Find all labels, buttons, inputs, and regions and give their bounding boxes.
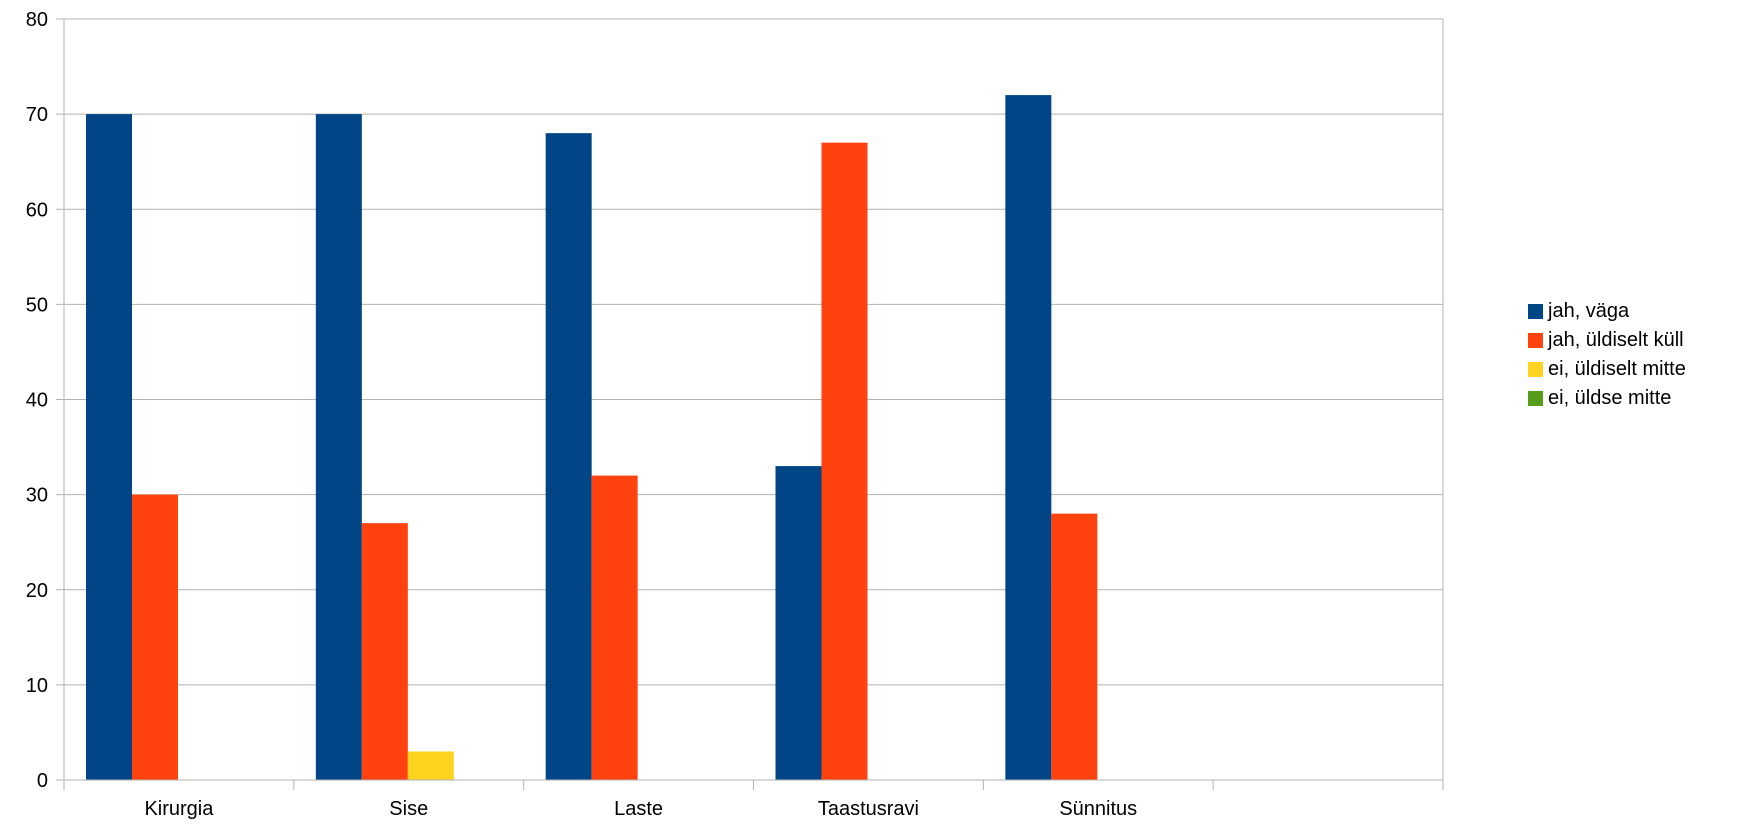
legend-item: jah, üldiselt küll xyxy=(1528,326,1686,355)
gridlines xyxy=(56,18,1443,781)
bar xyxy=(407,751,454,780)
bar xyxy=(591,475,638,780)
y-tick-label: 10 xyxy=(26,675,48,697)
legend-item: ei, üldiselt mitte xyxy=(1528,355,1686,384)
y-tick-label: 70 xyxy=(26,104,48,126)
bar xyxy=(821,142,868,781)
y-tick-label: 80 xyxy=(26,9,48,31)
y-tick-label: 40 xyxy=(26,390,48,412)
y-axis-tick-labels: 0 10 20 30 40 50 60 70 80 xyxy=(26,9,48,792)
legend: jah, väga jah, üldiselt küll ei, üldisel… xyxy=(1528,297,1686,413)
y-tick-label: 60 xyxy=(26,199,48,221)
legend-label: jah, väga xyxy=(1548,300,1630,322)
bar xyxy=(1005,95,1052,781)
bar xyxy=(132,494,178,780)
legend-label: jah, üldiselt küll xyxy=(1548,329,1684,351)
y-tick-label: 30 xyxy=(26,485,48,507)
y-tick-label: 50 xyxy=(26,294,48,316)
bar xyxy=(315,114,362,780)
x-tick-label: Kirurgia xyxy=(144,798,214,820)
legend-label: ei, üldse mitte xyxy=(1548,387,1672,409)
x-tick-label: Laste xyxy=(614,798,663,820)
x-tick-label: Sünnitus xyxy=(1059,798,1137,820)
axes xyxy=(63,18,1444,790)
y-tick-label: 20 xyxy=(26,580,48,602)
legend-swatch xyxy=(1528,391,1543,406)
bar xyxy=(1051,513,1098,780)
bar xyxy=(545,133,592,780)
legend-swatch xyxy=(1528,333,1543,348)
bar xyxy=(775,466,822,780)
legend-swatch xyxy=(1528,304,1543,319)
legend-swatch xyxy=(1528,362,1543,377)
legend-item: jah, väga xyxy=(1528,297,1686,326)
y-tick-label: 0 xyxy=(37,770,48,792)
bars xyxy=(86,95,1098,781)
x-tick-label: Sise xyxy=(389,798,428,820)
bar xyxy=(361,523,408,780)
x-axis-tick-labels: Kirurgia Sise Laste Taastusravi Sünnitus xyxy=(144,798,1137,820)
legend-item: ei, üldse mitte xyxy=(1528,384,1686,413)
x-tick-label: Taastusravi xyxy=(818,798,919,820)
legend-label: ei, üldiselt mitte xyxy=(1548,358,1686,380)
bar xyxy=(86,114,132,780)
